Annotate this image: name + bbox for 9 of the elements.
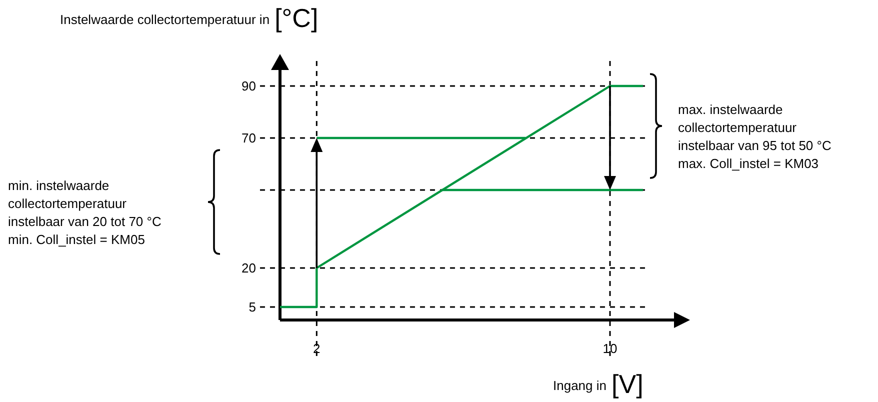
x-axis-title: Ingang in [V]	[553, 369, 644, 399]
y-tick-label: 20	[242, 260, 256, 276]
text: min. instelwaarde collectortemperatuur instelbaar van 20 tot 70 °C min. Coll_instel = KM05	[8, 178, 162, 247]
y-tick-label: 70	[242, 130, 256, 146]
y-axis-title: Instelwaarde collectortemperatuur in [°C]	[60, 3, 318, 33]
x-tick-label: 10	[602, 341, 618, 356]
text: max. instelwaarde collectortemperatuur instelbaar van 95 tot 50 °C max. Coll_instel = KM03	[678, 102, 832, 171]
y-tick-label: 5	[248, 300, 256, 315]
y-tick-label: 90	[242, 78, 256, 94]
